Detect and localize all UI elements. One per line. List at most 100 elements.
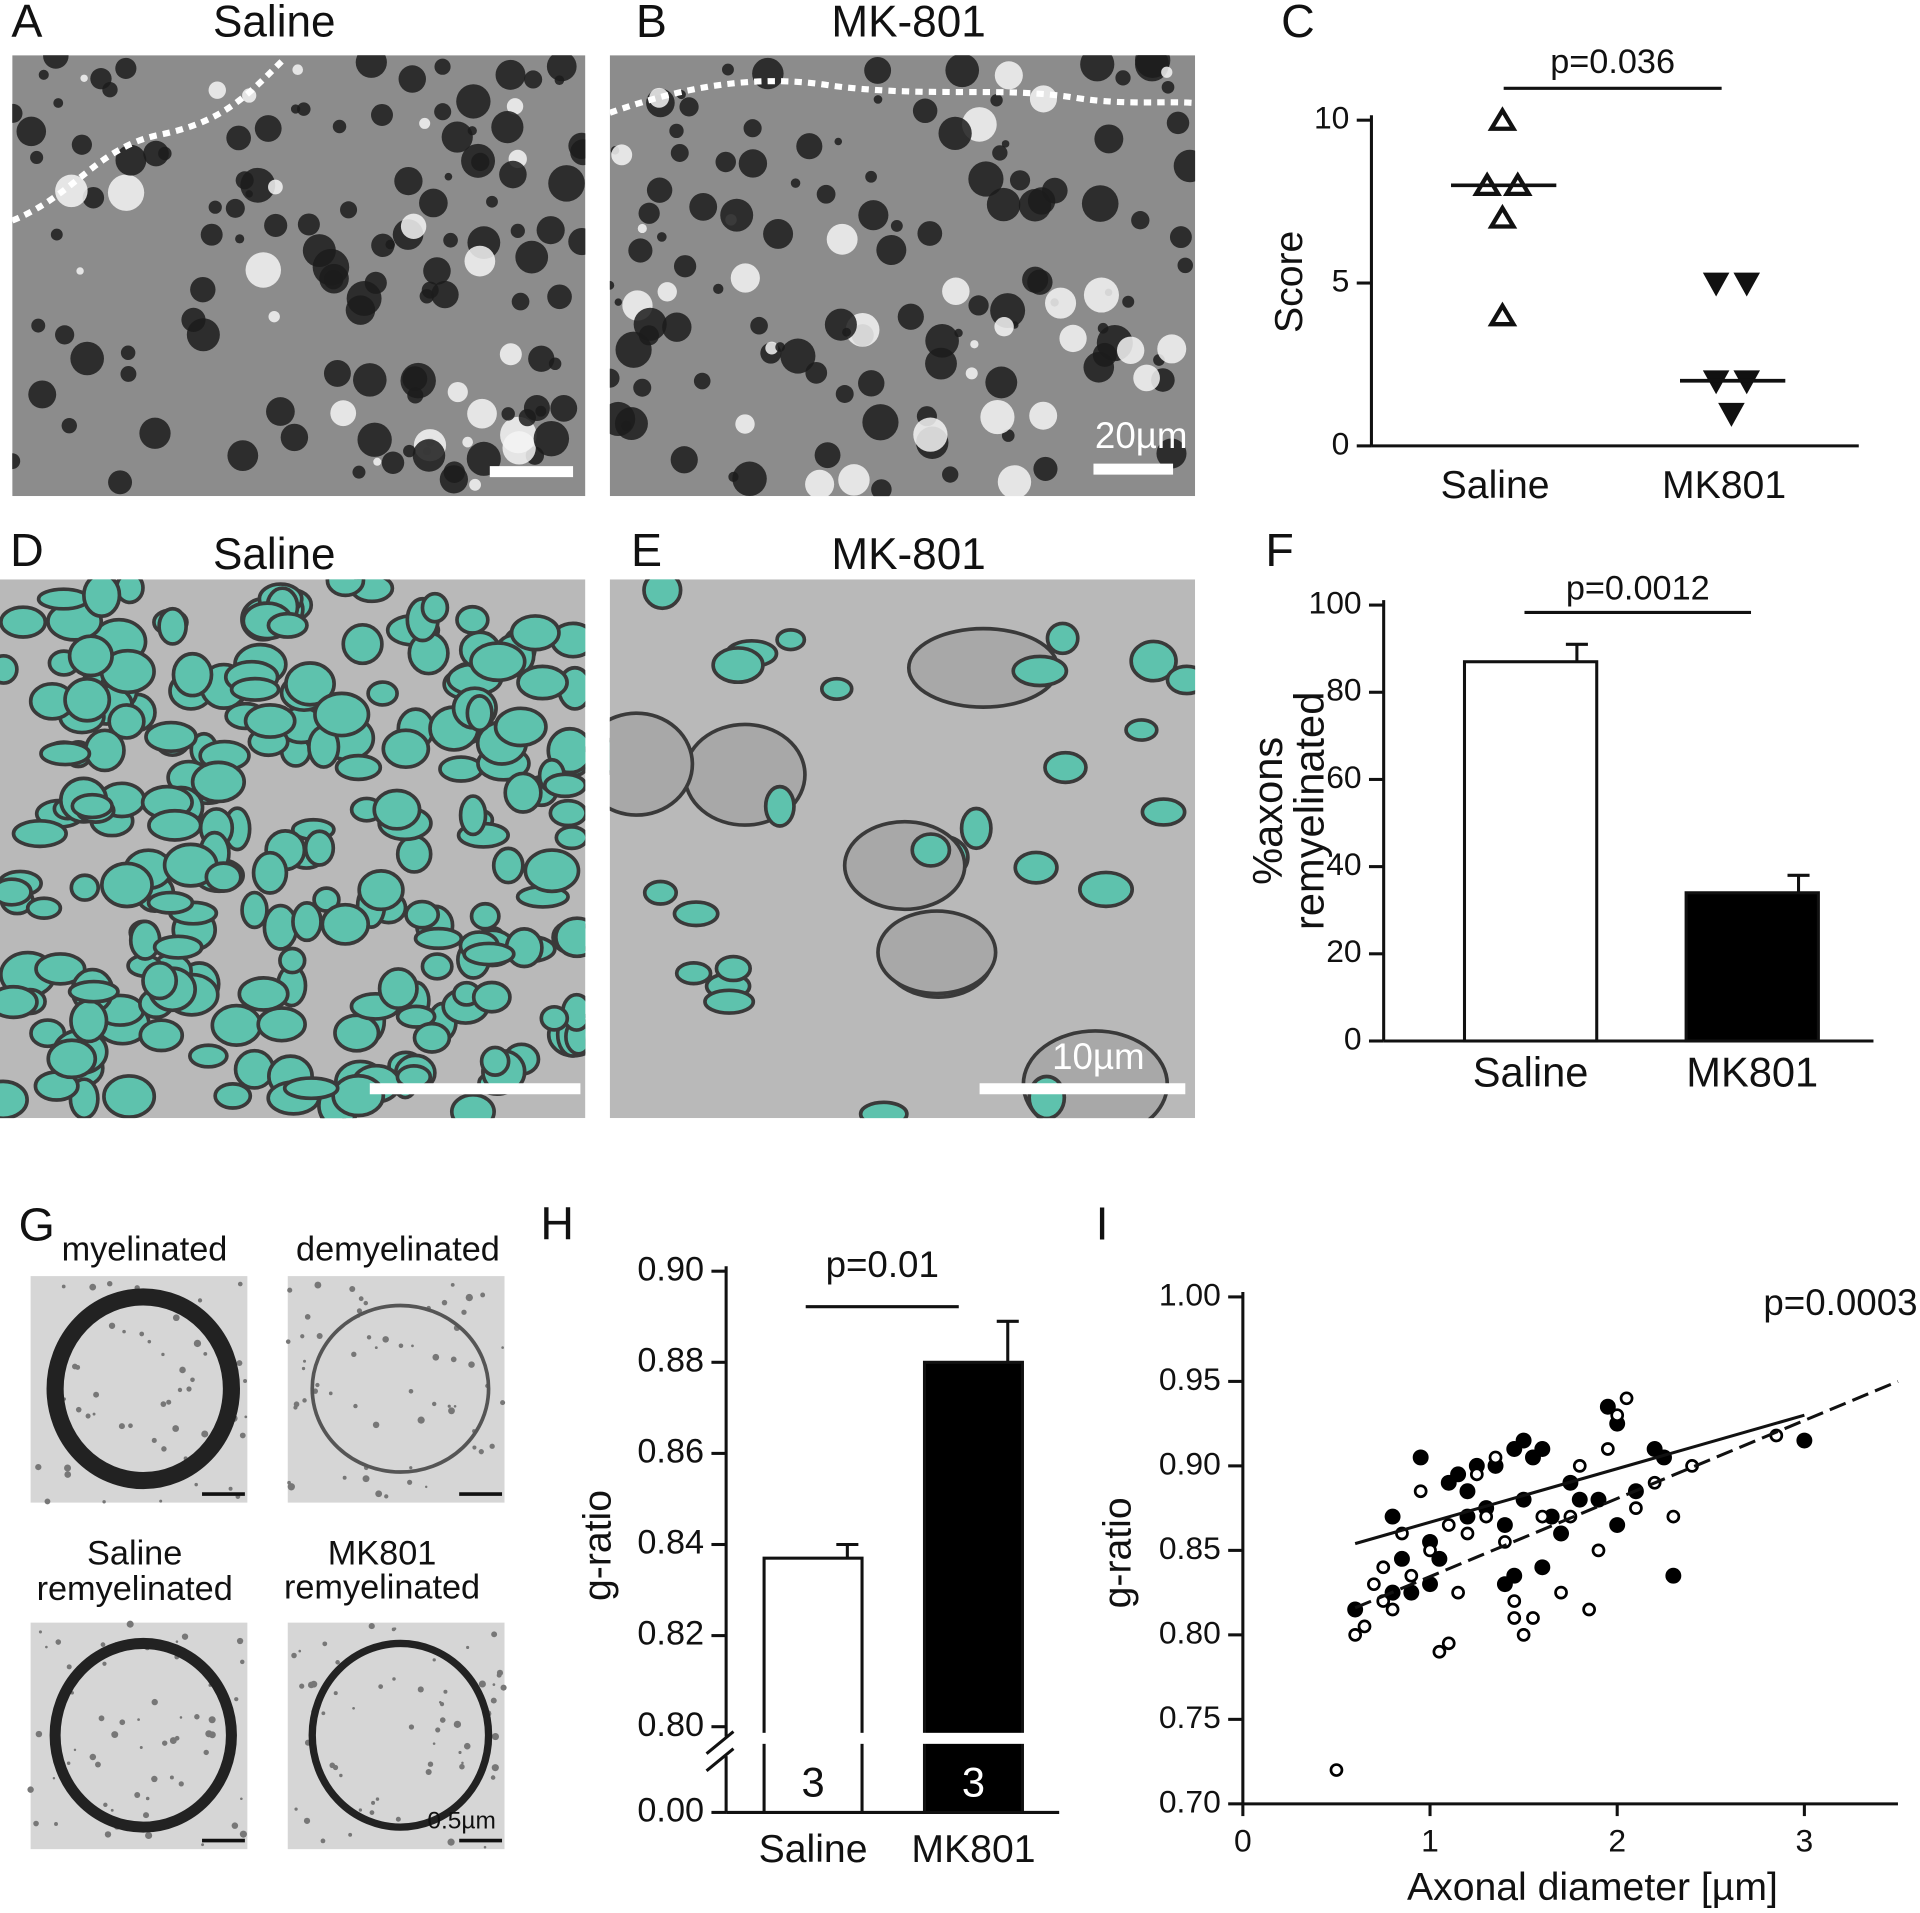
data-point bbox=[1479, 1509, 1494, 1524]
axon bbox=[1011, 654, 1069, 688]
texture-blob bbox=[483, 1845, 487, 1849]
texture-blob bbox=[194, 1714, 200, 1720]
x-tick-label: MK801 bbox=[1662, 464, 1786, 507]
texture-blob bbox=[942, 277, 970, 306]
micrographs: myelinated demyelinatedSalineremyelinated… bbox=[0, 55, 1196, 1850]
texture-blob bbox=[614, 407, 648, 441]
texture-blob bbox=[394, 166, 423, 196]
data-point bbox=[1534, 1559, 1551, 1576]
texture-blob bbox=[264, 213, 288, 238]
texture-blob bbox=[162, 1740, 168, 1746]
texture-blob bbox=[763, 218, 794, 249]
texture-blob bbox=[796, 133, 823, 160]
texture-blob bbox=[453, 1405, 457, 1408]
texture-blob bbox=[670, 446, 698, 474]
texture-blob bbox=[35, 1463, 42, 1471]
y-tick-label: 0.84 bbox=[637, 1524, 704, 1562]
texture-blob bbox=[633, 378, 652, 397]
texture-blob bbox=[169, 1775, 174, 1780]
texture-blob bbox=[1001, 429, 1015, 442]
texture-blob bbox=[139, 1331, 145, 1337]
panel-title: MK-801 bbox=[831, 0, 985, 46]
texture-blob bbox=[461, 1761, 464, 1765]
texture-blob bbox=[115, 144, 147, 176]
y-tick-label: 100 bbox=[1309, 584, 1362, 620]
axon bbox=[128, 919, 162, 961]
texture-blob bbox=[235, 171, 254, 190]
texture-blob bbox=[55, 174, 88, 208]
axon bbox=[523, 848, 581, 894]
texture-blob bbox=[496, 1672, 502, 1678]
panel-letter: H bbox=[540, 1197, 574, 1249]
data-point bbox=[1609, 1517, 1626, 1533]
texture-blob bbox=[12, 103, 23, 123]
texture-blob bbox=[92, 1412, 96, 1416]
axon bbox=[366, 680, 399, 707]
texture-blob bbox=[468, 1361, 475, 1368]
data-point bbox=[1796, 1432, 1813, 1449]
texture-blob bbox=[102, 1500, 106, 1504]
texture-blob bbox=[119, 1719, 126, 1726]
texture-blob bbox=[432, 1742, 436, 1745]
data-point bbox=[1600, 1442, 1615, 1456]
texture-blob bbox=[467, 398, 497, 429]
texture-blob bbox=[335, 1660, 340, 1665]
bar bbox=[1462, 660, 1599, 1043]
x-tick-label: MK801 bbox=[911, 1828, 1035, 1871]
texture-blob bbox=[409, 1466, 413, 1470]
texture-blob bbox=[358, 1808, 363, 1812]
data-point bbox=[1450, 1466, 1467, 1483]
texture-blob bbox=[417, 1416, 425, 1424]
texture-blob bbox=[330, 400, 357, 427]
texture-blob bbox=[254, 115, 282, 142]
data-point bbox=[1441, 1518, 1456, 1532]
texture-blob bbox=[75, 1406, 82, 1413]
panel-letter: A bbox=[11, 0, 42, 47]
texture-blob bbox=[194, 1482, 198, 1487]
axis-break-gap bbox=[760, 1732, 866, 1744]
texture-blob bbox=[954, 328, 963, 338]
texture-blob bbox=[315, 1382, 320, 1388]
texture-blob bbox=[628, 238, 653, 263]
axon bbox=[509, 614, 561, 652]
texture-blob bbox=[434, 58, 451, 75]
texture-blob bbox=[614, 298, 622, 306]
data-point bbox=[1515, 1432, 1532, 1449]
texture-blob bbox=[434, 103, 452, 121]
texture-blob bbox=[491, 111, 524, 144]
data-point bbox=[1733, 272, 1761, 297]
y-axis-label: g-ratio bbox=[1097, 1497, 1140, 1608]
data-point bbox=[1376, 1560, 1391, 1575]
texture-blob bbox=[323, 359, 351, 387]
axon bbox=[213, 1082, 253, 1110]
texture-blob bbox=[299, 1683, 305, 1689]
axis-break bbox=[705, 1730, 735, 1755]
texture-blob bbox=[548, 357, 562, 371]
data-point bbox=[1487, 203, 1518, 229]
texture-blob bbox=[938, 116, 972, 150]
texture-blob bbox=[172, 1314, 180, 1322]
texture-blob bbox=[355, 55, 387, 78]
texture-blob bbox=[942, 466, 959, 483]
texture-blob bbox=[190, 276, 216, 303]
texture-blob bbox=[280, 423, 309, 452]
texture-blob bbox=[64, 1464, 72, 1472]
texture-blob bbox=[458, 1750, 462, 1755]
texture-blob bbox=[175, 1640, 179, 1643]
x-tick-label: Saline bbox=[1473, 1048, 1589, 1095]
texture-blob bbox=[448, 1407, 455, 1415]
texture-blob bbox=[876, 909, 998, 996]
p-value: p=0.0003 bbox=[1763, 1282, 1917, 1323]
data-point bbox=[1629, 1501, 1643, 1515]
texture-blob bbox=[239, 1432, 246, 1439]
texture-blob bbox=[115, 57, 137, 79]
texture-blob bbox=[1009, 170, 1031, 191]
axon bbox=[0, 1079, 29, 1119]
axon bbox=[278, 946, 307, 975]
texture-blob bbox=[423, 257, 451, 285]
texture-blob bbox=[291, 1652, 297, 1659]
axon bbox=[413, 926, 464, 951]
texture-blob bbox=[403, 444, 416, 458]
axon bbox=[462, 941, 516, 967]
texture-blob bbox=[314, 1281, 322, 1289]
